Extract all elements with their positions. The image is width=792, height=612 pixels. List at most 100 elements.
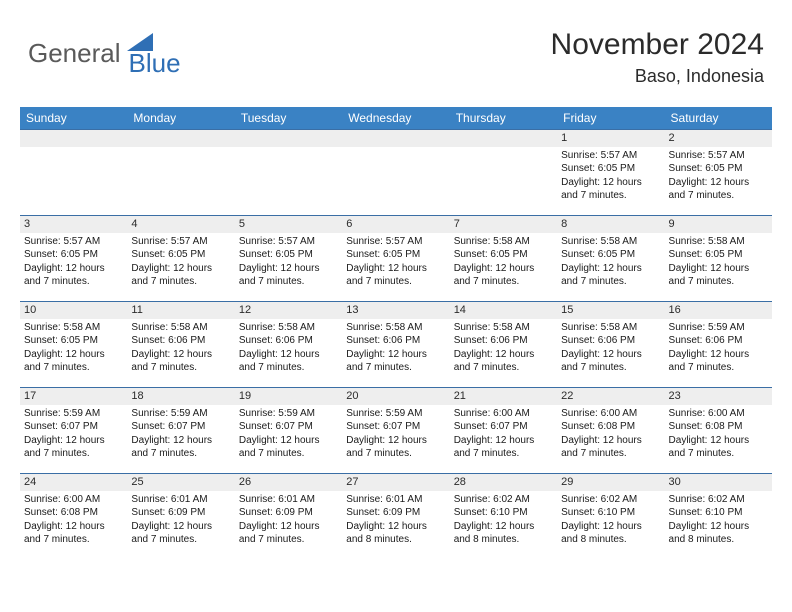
day-num: 6	[342, 216, 449, 233]
day-cell: 20Sunrise: 5:59 AMSunset: 6:07 PMDayligh…	[342, 388, 449, 474]
day-cell: 18Sunrise: 5:59 AMSunset: 6:07 PMDayligh…	[127, 388, 234, 474]
day-num: 1	[557, 130, 664, 147]
day-header-sat: Saturday	[665, 107, 772, 130]
day-num: 3	[20, 216, 127, 233]
day-header-fri: Friday	[557, 107, 664, 130]
day-num: 28	[450, 474, 557, 491]
day-num: 22	[557, 388, 664, 405]
day-num: 10	[20, 302, 127, 319]
week-row: 24Sunrise: 6:00 AMSunset: 6:08 PMDayligh…	[20, 474, 772, 560]
day-cell: 29Sunrise: 6:02 AMSunset: 6:10 PMDayligh…	[557, 474, 664, 560]
day-content: Sunrise: 6:00 AMSunset: 6:08 PMDaylight:…	[665, 405, 772, 465]
week-row: 3Sunrise: 5:57 AMSunset: 6:05 PMDaylight…	[20, 216, 772, 302]
day-num: 19	[235, 388, 342, 405]
day-num: 14	[450, 302, 557, 319]
day-cell: 7Sunrise: 5:58 AMSunset: 6:05 PMDaylight…	[450, 216, 557, 302]
day-header-row: Sunday Monday Tuesday Wednesday Thursday…	[20, 107, 772, 130]
day-num-empty	[20, 130, 127, 147]
day-content: Sunrise: 5:57 AMSunset: 6:05 PMDaylight:…	[665, 147, 772, 207]
day-cell: 11Sunrise: 5:58 AMSunset: 6:06 PMDayligh…	[127, 302, 234, 388]
day-cell: 27Sunrise: 6:01 AMSunset: 6:09 PMDayligh…	[342, 474, 449, 560]
day-cell: 4Sunrise: 5:57 AMSunset: 6:05 PMDaylight…	[127, 216, 234, 302]
day-cell: 21Sunrise: 6:00 AMSunset: 6:07 PMDayligh…	[450, 388, 557, 474]
day-content: Sunrise: 5:59 AMSunset: 6:07 PMDaylight:…	[342, 405, 449, 465]
day-num: 4	[127, 216, 234, 233]
day-cell: 28Sunrise: 6:02 AMSunset: 6:10 PMDayligh…	[450, 474, 557, 560]
day-num: 21	[450, 388, 557, 405]
header: General Blue November 2024 Baso, Indones…	[0, 0, 792, 95]
page-title: November 2024	[551, 28, 764, 62]
day-content: Sunrise: 5:59 AMSunset: 6:07 PMDaylight:…	[235, 405, 342, 465]
day-header-wed: Wednesday	[342, 107, 449, 130]
day-content: Sunrise: 5:58 AMSunset: 6:06 PMDaylight:…	[235, 319, 342, 379]
week-row: 10Sunrise: 5:58 AMSunset: 6:05 PMDayligh…	[20, 302, 772, 388]
logo-text-general: General	[28, 38, 121, 69]
day-cell	[127, 130, 234, 216]
day-content: Sunrise: 6:00 AMSunset: 6:08 PMDaylight:…	[557, 405, 664, 465]
day-content: Sunrise: 5:58 AMSunset: 6:05 PMDaylight:…	[557, 233, 664, 293]
day-num-empty	[235, 130, 342, 147]
day-content: Sunrise: 6:02 AMSunset: 6:10 PMDaylight:…	[450, 491, 557, 551]
day-num-empty	[450, 130, 557, 147]
day-num: 29	[557, 474, 664, 491]
day-num: 25	[127, 474, 234, 491]
day-content: Sunrise: 5:58 AMSunset: 6:06 PMDaylight:…	[450, 319, 557, 379]
day-cell: 17Sunrise: 5:59 AMSunset: 6:07 PMDayligh…	[20, 388, 127, 474]
day-cell: 19Sunrise: 5:59 AMSunset: 6:07 PMDayligh…	[235, 388, 342, 474]
day-num: 17	[20, 388, 127, 405]
day-num: 23	[665, 388, 772, 405]
day-content: Sunrise: 6:00 AMSunset: 6:08 PMDaylight:…	[20, 491, 127, 551]
day-content: Sunrise: 6:01 AMSunset: 6:09 PMDaylight:…	[342, 491, 449, 551]
day-content: Sunrise: 6:00 AMSunset: 6:07 PMDaylight:…	[450, 405, 557, 465]
day-content: Sunrise: 5:57 AMSunset: 6:05 PMDaylight:…	[235, 233, 342, 293]
day-num-empty	[342, 130, 449, 147]
day-num: 20	[342, 388, 449, 405]
day-num: 15	[557, 302, 664, 319]
day-content: Sunrise: 6:02 AMSunset: 6:10 PMDaylight:…	[665, 491, 772, 551]
day-cell: 5Sunrise: 5:57 AMSunset: 6:05 PMDaylight…	[235, 216, 342, 302]
day-header-sun: Sunday	[20, 107, 127, 130]
day-content: Sunrise: 5:57 AMSunset: 6:05 PMDaylight:…	[557, 147, 664, 207]
day-content: Sunrise: 5:58 AMSunset: 6:05 PMDaylight:…	[450, 233, 557, 293]
calendar-body: 1Sunrise: 5:57 AMSunset: 6:05 PMDaylight…	[20, 130, 772, 560]
day-content: Sunrise: 5:59 AMSunset: 6:07 PMDaylight:…	[127, 405, 234, 465]
day-num: 18	[127, 388, 234, 405]
day-content: Sunrise: 5:57 AMSunset: 6:05 PMDaylight:…	[127, 233, 234, 293]
day-content: Sunrise: 5:58 AMSunset: 6:05 PMDaylight:…	[20, 319, 127, 379]
calendar: Sunday Monday Tuesday Wednesday Thursday…	[20, 107, 772, 560]
day-content: Sunrise: 6:02 AMSunset: 6:10 PMDaylight:…	[557, 491, 664, 551]
location: Baso, Indonesia	[551, 66, 764, 87]
day-num: 24	[20, 474, 127, 491]
day-cell: 14Sunrise: 5:58 AMSunset: 6:06 PMDayligh…	[450, 302, 557, 388]
day-num: 2	[665, 130, 772, 147]
day-cell: 12Sunrise: 5:58 AMSunset: 6:06 PMDayligh…	[235, 302, 342, 388]
day-cell	[450, 130, 557, 216]
logo-text-blue: Blue	[129, 48, 181, 79]
day-cell: 23Sunrise: 6:00 AMSunset: 6:08 PMDayligh…	[665, 388, 772, 474]
day-cell	[20, 130, 127, 216]
day-num: 26	[235, 474, 342, 491]
day-cell: 1Sunrise: 5:57 AMSunset: 6:05 PMDaylight…	[557, 130, 664, 216]
day-cell: 24Sunrise: 6:00 AMSunset: 6:08 PMDayligh…	[20, 474, 127, 560]
day-content: Sunrise: 5:58 AMSunset: 6:06 PMDaylight:…	[127, 319, 234, 379]
day-cell	[342, 130, 449, 216]
day-num: 13	[342, 302, 449, 319]
day-cell: 10Sunrise: 5:58 AMSunset: 6:05 PMDayligh…	[20, 302, 127, 388]
day-cell: 13Sunrise: 5:58 AMSunset: 6:06 PMDayligh…	[342, 302, 449, 388]
day-cell: 6Sunrise: 5:57 AMSunset: 6:05 PMDaylight…	[342, 216, 449, 302]
day-num: 16	[665, 302, 772, 319]
day-cell: 25Sunrise: 6:01 AMSunset: 6:09 PMDayligh…	[127, 474, 234, 560]
day-num: 9	[665, 216, 772, 233]
day-num: 7	[450, 216, 557, 233]
day-content: Sunrise: 5:58 AMSunset: 6:06 PMDaylight:…	[342, 319, 449, 379]
day-header-tue: Tuesday	[235, 107, 342, 130]
week-row: 1Sunrise: 5:57 AMSunset: 6:05 PMDaylight…	[20, 130, 772, 216]
day-num: 11	[127, 302, 234, 319]
day-content: Sunrise: 5:59 AMSunset: 6:06 PMDaylight:…	[665, 319, 772, 379]
day-cell: 26Sunrise: 6:01 AMSunset: 6:09 PMDayligh…	[235, 474, 342, 560]
title-block: November 2024 Baso, Indonesia	[551, 28, 764, 87]
day-content: Sunrise: 5:58 AMSunset: 6:05 PMDaylight:…	[665, 233, 772, 293]
day-num: 12	[235, 302, 342, 319]
day-content: Sunrise: 6:01 AMSunset: 6:09 PMDaylight:…	[127, 491, 234, 551]
day-content: Sunrise: 5:59 AMSunset: 6:07 PMDaylight:…	[20, 405, 127, 465]
